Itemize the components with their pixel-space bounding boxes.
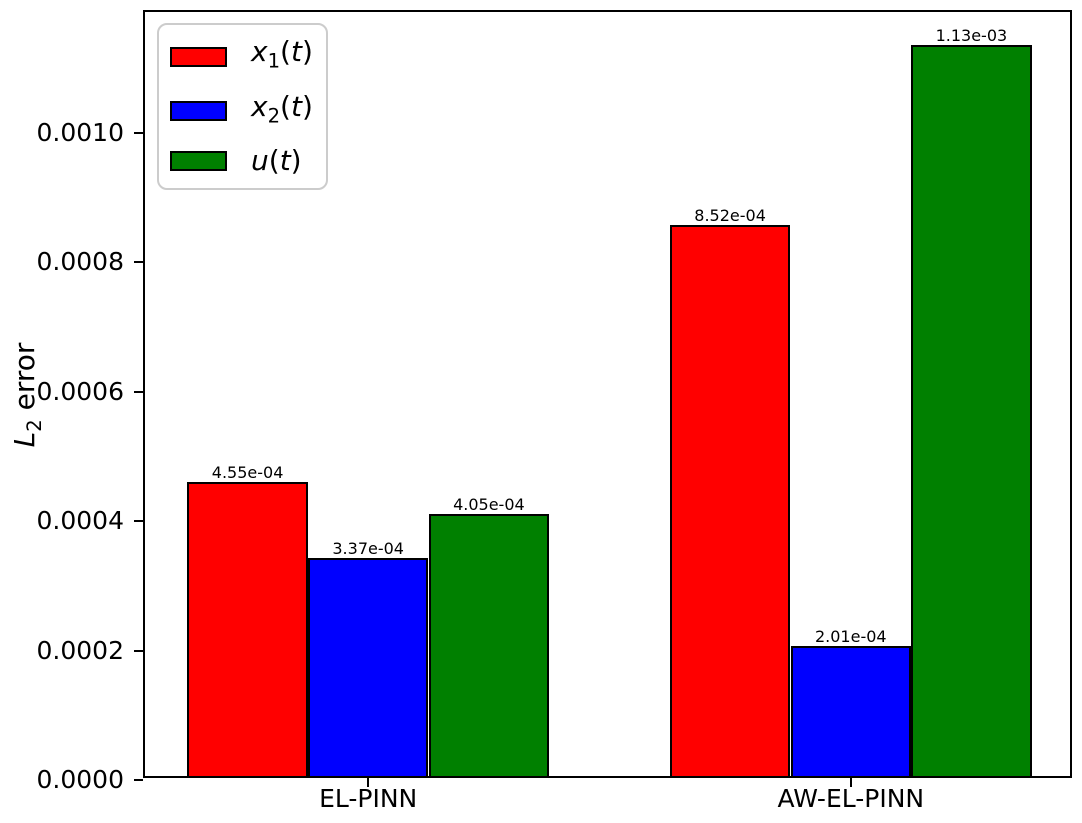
y-axis-label: L2 error xyxy=(8,342,46,448)
y-tick xyxy=(134,649,143,652)
legend-label: x1(t) xyxy=(251,35,313,73)
y-tick xyxy=(134,520,143,523)
legend: x1(t) x2(t) u(t) xyxy=(157,23,328,191)
legend-swatch xyxy=(170,151,227,172)
bar-value-label: 4.05e-04 xyxy=(453,494,525,514)
legend-swatch xyxy=(170,101,227,122)
bar xyxy=(669,224,791,776)
y-tick xyxy=(134,261,143,264)
plot-area: x1(t) x2(t) u(t) 4.55e-04 8.52e-04 3.37e-04 2… xyxy=(37,10,1072,813)
legend-item: x1(t) xyxy=(170,34,313,80)
legend-swatch xyxy=(170,46,227,67)
bar-value-label: 2.01e-04 xyxy=(814,626,887,646)
legend-item: u(t) xyxy=(170,143,313,179)
bar xyxy=(428,513,550,776)
y-tick-label: 0.0008 xyxy=(36,247,124,277)
y-tick-label: 0.0002 xyxy=(36,635,124,665)
bar xyxy=(187,481,308,776)
y-tick xyxy=(134,390,143,393)
y-tick xyxy=(134,779,143,781)
bar-value-label: 8.52e-04 xyxy=(694,205,766,225)
x-tick xyxy=(367,778,370,787)
bar xyxy=(307,557,429,776)
y-tick-label: 0.0010 xyxy=(36,117,124,147)
x-tick xyxy=(849,778,852,787)
legend-item: x2(t) xyxy=(170,89,313,135)
x-tick-label: EL-PINN xyxy=(319,784,418,813)
y-tick-label: 0.0000 xyxy=(36,765,124,794)
legend-label: x2(t) xyxy=(251,89,313,128)
bar xyxy=(911,44,1032,776)
x-tick-label: AW-EL-PINN xyxy=(777,784,925,813)
y-tick-label: 0.0004 xyxy=(36,506,124,536)
bar-value-label: 3.37e-04 xyxy=(332,538,404,558)
legend-label: u(t) xyxy=(251,144,302,178)
bar-value-label: 4.55e-04 xyxy=(211,462,284,482)
bar-value-label: 1.13e-03 xyxy=(935,25,1008,45)
y-tick-label: 0.0006 xyxy=(36,376,124,406)
y-tick xyxy=(134,131,143,134)
bar xyxy=(790,645,912,776)
